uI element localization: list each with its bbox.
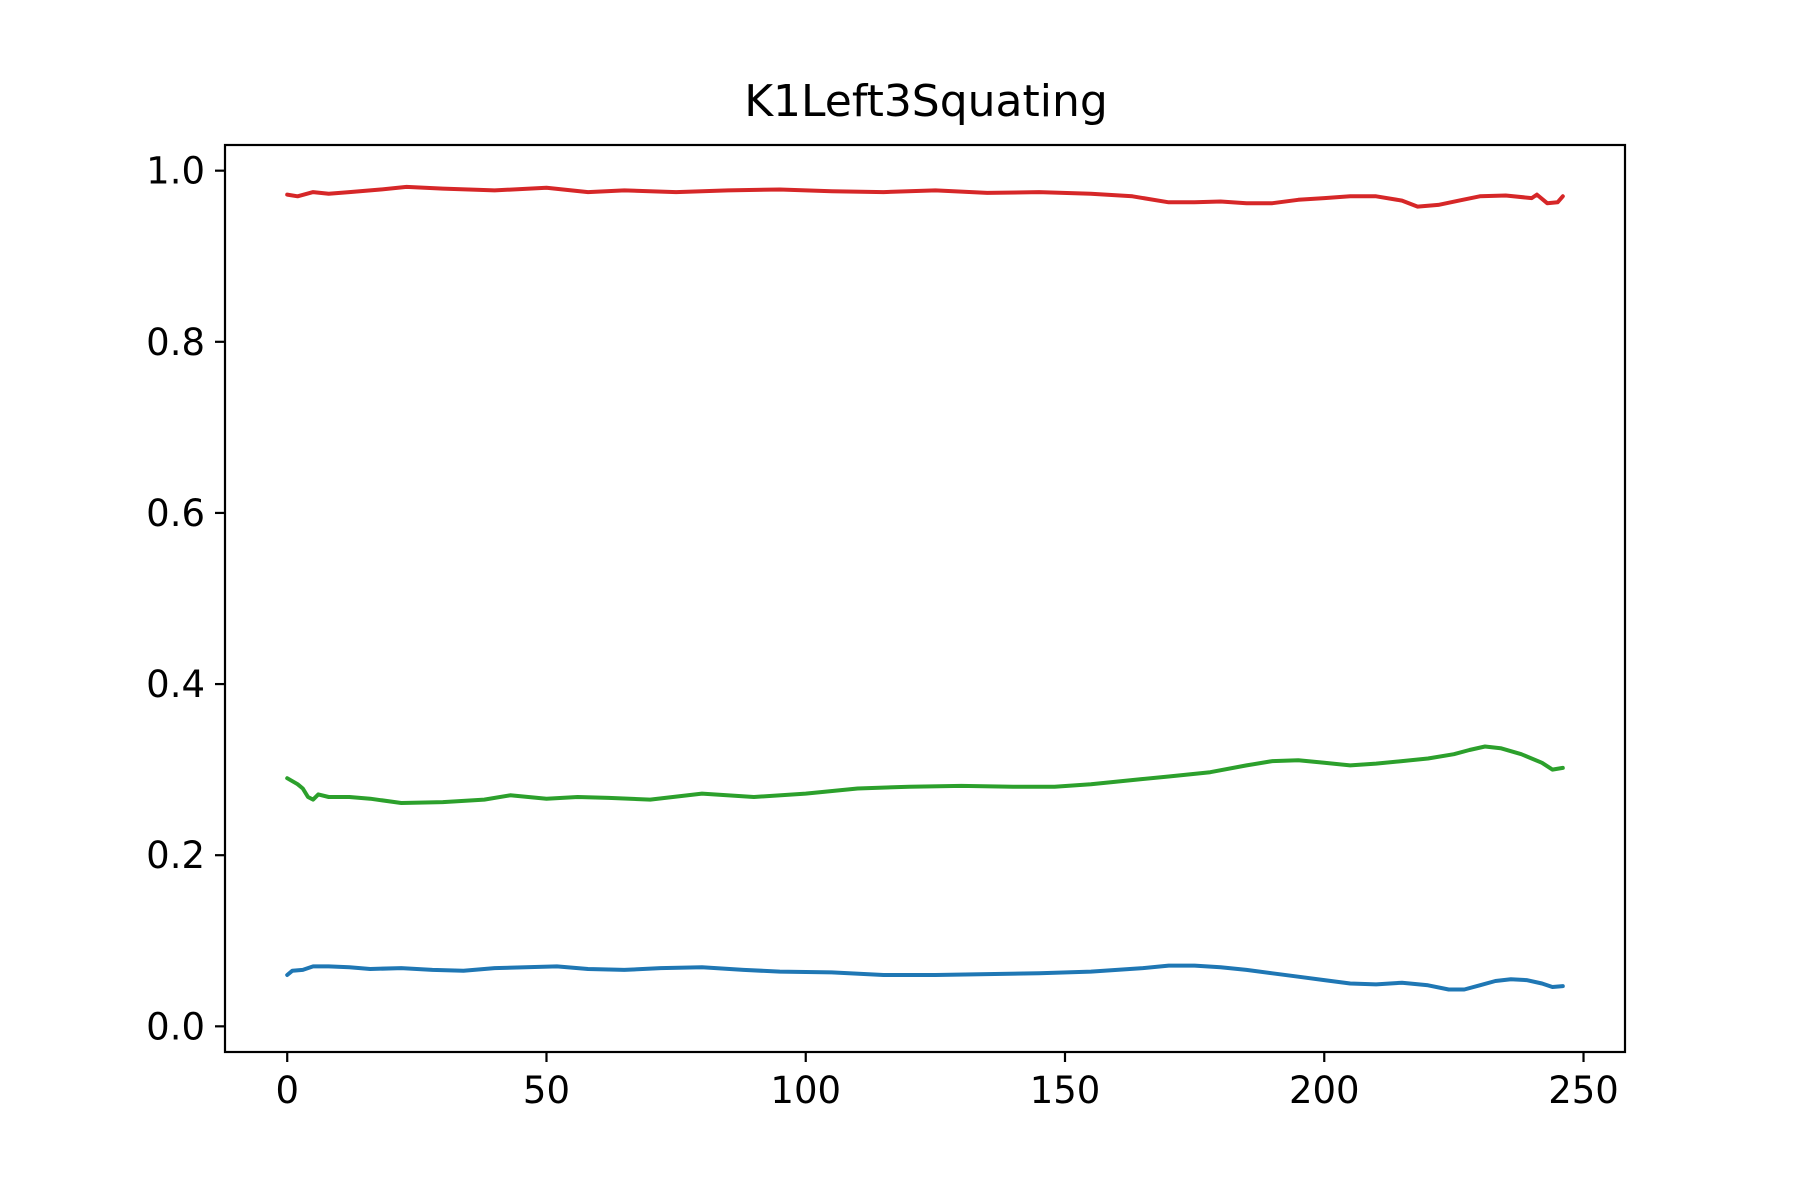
plot-area-frame bbox=[223, 143, 1627, 1054]
y-tick-label: 0.0 bbox=[146, 1005, 205, 1048]
y-tick-label: 0.4 bbox=[146, 663, 205, 706]
series-layer bbox=[285, 184, 1565, 992]
y-tick-label: 0.2 bbox=[146, 834, 205, 877]
y-tick-label: 0.6 bbox=[146, 492, 205, 535]
series-line-1 bbox=[285, 184, 1565, 209]
x-tick-label: 150 bbox=[1030, 1069, 1101, 1112]
x-axis: 0 50 100 150 200 250 bbox=[275, 1052, 1619, 1112]
series-line-3 bbox=[285, 963, 1565, 992]
y-tick-label: 0.8 bbox=[146, 321, 205, 364]
y-tick-label: 1.0 bbox=[146, 150, 205, 193]
x-tick-label: 100 bbox=[770, 1069, 841, 1112]
series-line-2 bbox=[285, 744, 1565, 805]
y-axis: 0.0 0.2 0.4 0.6 0.8 1.0 bbox=[146, 150, 225, 1048]
x-tick-label: 50 bbox=[523, 1069, 570, 1112]
x-tick-label: 200 bbox=[1289, 1069, 1360, 1112]
x-tick-label: 0 bbox=[275, 1069, 299, 1112]
x-tick-label: 250 bbox=[1548, 1069, 1619, 1112]
chart-title: K1Left3Squating bbox=[744, 76, 1108, 127]
